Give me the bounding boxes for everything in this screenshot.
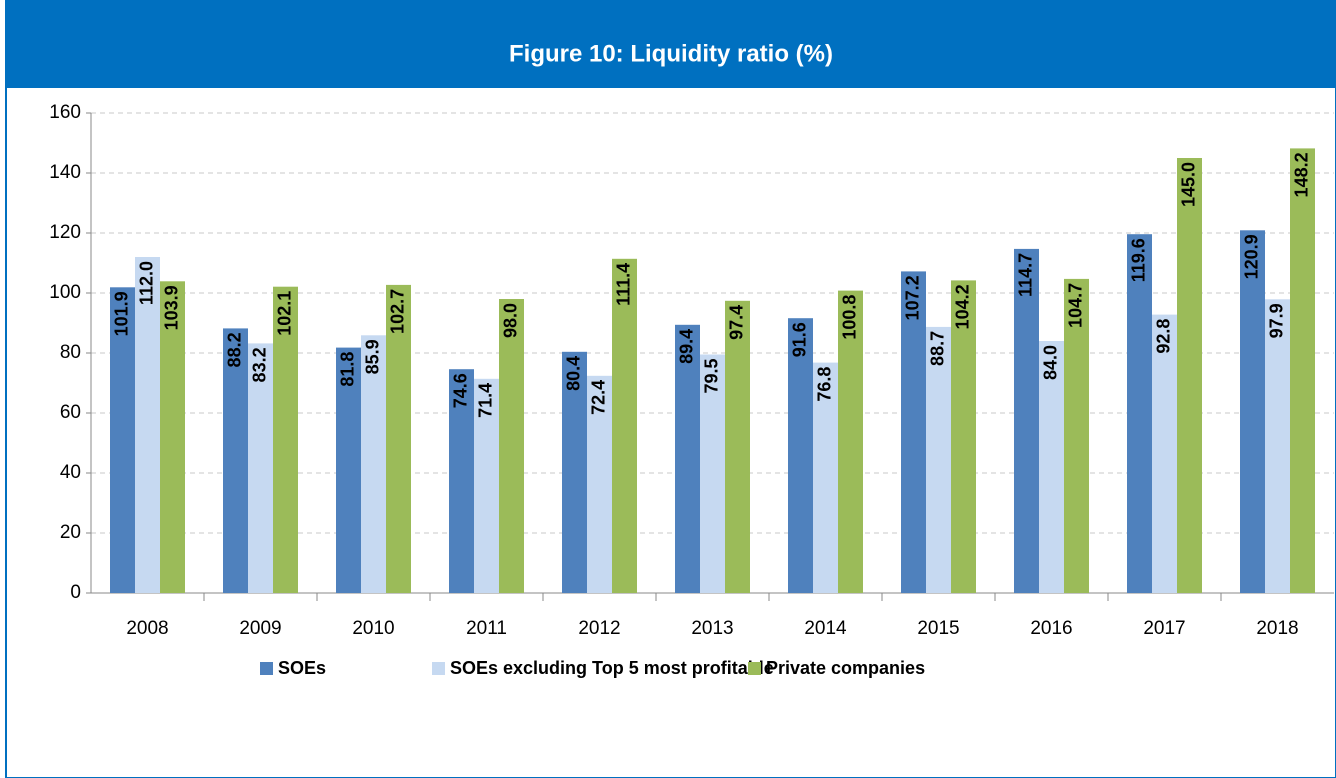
legend-swatch	[432, 662, 445, 675]
value-label: 102.7	[387, 289, 407, 334]
y-tick-label: 140	[49, 162, 81, 183]
x-tick-label: 2012	[578, 618, 620, 639]
bar	[361, 335, 386, 593]
value-label: 79.5	[701, 359, 721, 394]
legend-label: SOEs	[278, 658, 326, 678]
value-label: 88.7	[927, 331, 947, 366]
x-tick-label: 2018	[1256, 618, 1298, 639]
value-label: 71.4	[475, 383, 495, 418]
bar	[838, 290, 863, 593]
value-label: 148.2	[1291, 152, 1311, 197]
value-label: 92.8	[1153, 319, 1173, 354]
bar	[813, 362, 838, 593]
y-tick-label: 120	[49, 222, 81, 243]
bar	[562, 351, 587, 593]
value-label: 102.1	[274, 291, 294, 336]
y-tick-label: 0	[70, 582, 81, 603]
bar	[1014, 248, 1039, 593]
bar	[1152, 314, 1177, 593]
value-label: 104.7	[1065, 283, 1085, 328]
bar	[336, 347, 361, 593]
bar	[160, 281, 185, 593]
bar	[449, 369, 474, 593]
x-tick-label: 2016	[1030, 618, 1072, 639]
legend-swatch	[748, 662, 761, 675]
bar	[612, 258, 637, 593]
chart-title: Figure 10: Liquidity ratio (%)	[509, 40, 833, 67]
value-label: 74.6	[450, 373, 470, 408]
bar	[1290, 148, 1315, 593]
value-label: 91.6	[789, 322, 809, 357]
legend-swatch	[260, 662, 273, 675]
y-tick-label: 60	[60, 402, 81, 423]
value-label: 89.4	[676, 329, 696, 364]
bar	[474, 378, 499, 593]
x-tick-label: 2009	[239, 618, 281, 639]
bar	[135, 257, 160, 593]
bar	[926, 326, 951, 593]
x-tick-label: 2013	[691, 618, 733, 639]
bar	[951, 280, 976, 593]
value-label: 80.4	[563, 356, 583, 391]
bar	[700, 354, 725, 593]
value-label: 76.8	[814, 367, 834, 402]
legend-label: SOEs excluding Top 5 most profitable	[450, 658, 774, 678]
bar	[788, 318, 813, 593]
bar	[273, 286, 298, 593]
bar	[248, 343, 273, 593]
value-label: 119.6	[1128, 238, 1148, 282]
value-label: 114.7	[1015, 253, 1035, 297]
bar	[110, 287, 135, 593]
value-label: 111.4	[613, 263, 633, 306]
value-label: 145.0	[1178, 162, 1198, 207]
value-label: 81.8	[337, 352, 357, 387]
value-label: 97.9	[1266, 303, 1286, 338]
value-label: 72.4	[588, 380, 608, 415]
y-tick-label: 100	[49, 282, 81, 303]
value-label: 104.2	[952, 284, 972, 329]
bar	[587, 375, 612, 593]
value-label: 97.4	[726, 305, 746, 340]
value-label: 107.2	[902, 275, 922, 320]
value-label: 84.0	[1040, 345, 1060, 380]
value-label: 98.0	[500, 303, 520, 338]
bar	[1240, 230, 1265, 594]
value-label: 85.9	[362, 339, 382, 374]
bar	[499, 299, 524, 593]
y-tick-label: 40	[60, 462, 81, 483]
bar	[1177, 158, 1202, 593]
bar	[901, 271, 926, 593]
y-tick-label: 160	[49, 102, 81, 123]
value-label: 112.0	[136, 261, 156, 305]
value-label: 83.2	[249, 347, 269, 382]
y-tick-label: 80	[60, 342, 81, 363]
x-tick-label: 2008	[126, 618, 168, 639]
x-tick-label: 2011	[466, 618, 507, 639]
legend-label: Private companies	[766, 658, 925, 678]
bar	[1265, 299, 1290, 593]
value-label: 103.9	[161, 285, 181, 330]
value-label: 100.8	[839, 295, 859, 340]
bar	[1039, 341, 1064, 593]
header	[6, 0, 1336, 88]
value-label: 120.9	[1241, 234, 1261, 279]
x-tick-label: 2014	[804, 618, 847, 639]
bar	[1127, 234, 1152, 593]
bar	[1064, 278, 1089, 593]
x-tick-label: 2015	[917, 618, 959, 639]
bar	[386, 284, 411, 593]
value-label: 101.9	[111, 291, 131, 336]
bar	[725, 300, 750, 593]
bar	[223, 328, 248, 593]
x-tick-label: 2010	[352, 618, 394, 639]
bar	[675, 324, 700, 593]
y-tick-label: 20	[60, 522, 81, 543]
value-label: 88.2	[224, 332, 244, 367]
x-tick-label: 2017	[1143, 618, 1185, 639]
